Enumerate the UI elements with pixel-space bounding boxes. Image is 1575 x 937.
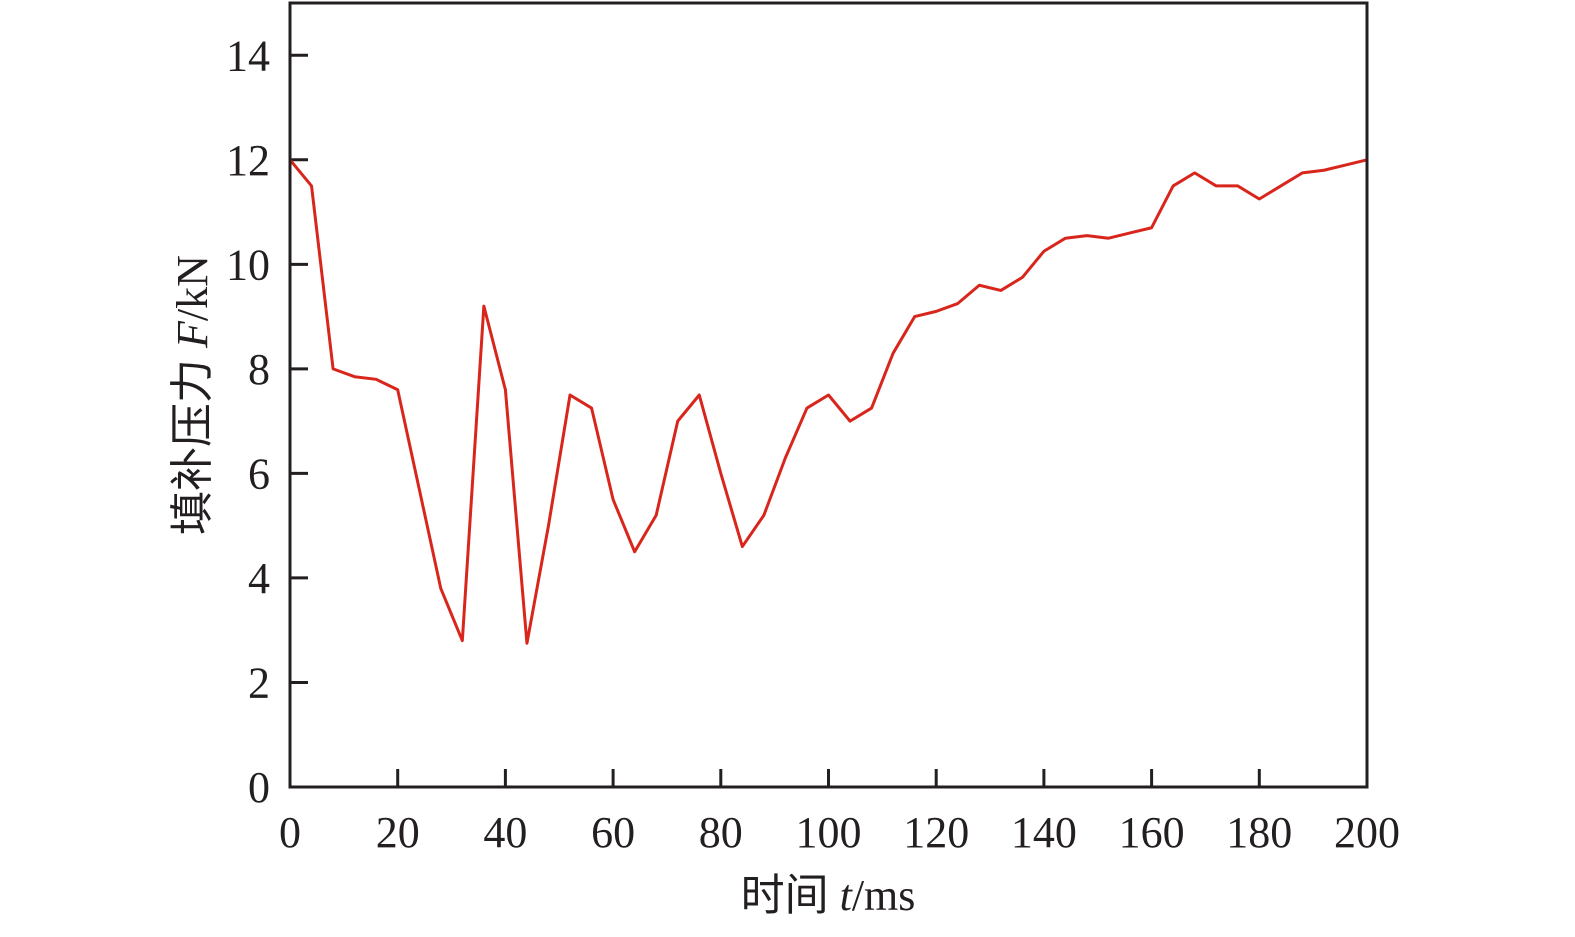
data-point (396, 388, 399, 391)
y-tick-label: 12 (226, 136, 270, 185)
data-point (1215, 184, 1218, 187)
data-point (612, 498, 615, 501)
data-point (1107, 237, 1110, 240)
data-point (590, 407, 593, 410)
y-tick-label: 14 (226, 31, 270, 80)
data-point (784, 456, 787, 459)
data-point (1172, 184, 1175, 187)
data-point (439, 587, 442, 590)
data-point (525, 642, 528, 645)
data-point (849, 420, 852, 423)
data-point (1150, 226, 1153, 229)
data-point (353, 375, 356, 378)
data-point (827, 394, 830, 396)
tick-labels: 0 20 40 60 80 100 120 140 160 180 200 0 2 4 6 8 10 12 14 (226, 31, 1400, 857)
data-point (870, 407, 873, 410)
data-point (375, 378, 378, 381)
data-point (418, 488, 421, 491)
data-point (935, 310, 938, 313)
x-tick-label: 180 (1226, 808, 1292, 857)
data-point (1085, 234, 1088, 237)
data-point (698, 394, 701, 396)
data-point (913, 315, 916, 318)
data-point (1322, 169, 1325, 172)
data-point (676, 420, 679, 423)
data-point (1258, 198, 1261, 200)
data-point (1279, 184, 1282, 187)
x-tick-label: 100 (796, 808, 862, 857)
data-point (1042, 250, 1045, 253)
x-axis-label-var: t (840, 871, 854, 920)
data-point (655, 514, 658, 517)
x-tick-label: 200 (1334, 808, 1400, 857)
y-axis-label-var: F (168, 320, 217, 349)
x-tick-label: 140 (1011, 808, 1077, 857)
data-point (762, 514, 765, 517)
data-point (978, 284, 981, 287)
data-point (332, 367, 335, 370)
x-tick-label: 0 (279, 808, 301, 857)
data-point (741, 545, 744, 548)
data-point (1236, 184, 1239, 187)
data-point (504, 388, 507, 391)
x-axis-label-prefix: 时间 (741, 871, 840, 920)
data-point (892, 352, 895, 355)
x-tick-label: 120 (903, 808, 969, 857)
y-axis-label-unit: /kN (168, 255, 217, 321)
x-axis-label-unit: /ms (852, 871, 916, 920)
series-layer (288, 158, 1368, 645)
data-point (633, 550, 636, 553)
data-point (482, 305, 485, 308)
data-point (1193, 171, 1196, 174)
data-point (1129, 231, 1132, 234)
data-point (1301, 171, 1304, 174)
y-tick-label: 6 (248, 449, 270, 498)
series-line (288, 158, 1368, 645)
data-point (999, 289, 1002, 292)
x-tick-label: 160 (1119, 808, 1185, 857)
y-tick-label: 4 (248, 554, 270, 603)
x-tick-label: 60 (591, 808, 635, 857)
data-point (805, 407, 808, 410)
data-point (719, 472, 722, 475)
data-point (461, 639, 464, 642)
x-tick-label: 80 (699, 808, 743, 857)
x-tick-label: 20 (376, 808, 420, 857)
y-tick-label: 8 (248, 345, 270, 394)
y-tick-label: 10 (226, 240, 270, 289)
data-point (547, 524, 550, 527)
data-point (310, 184, 313, 187)
plot-frame (288, 1, 1369, 789)
data-point (1064, 237, 1067, 240)
y-axis-label: 填补压力 F/kN (168, 255, 217, 535)
data-point (569, 394, 572, 396)
y-axis-label-prefix: 填补压力 (168, 348, 217, 535)
data-point (956, 302, 959, 305)
x-tick-label: 40 (483, 808, 527, 857)
data-point (1344, 164, 1347, 167)
x-axis-label: 时间 t/ms (741, 871, 916, 920)
ticks (288, 53, 1369, 789)
data-point (1021, 276, 1024, 279)
y-tick-label: 2 (248, 658, 270, 707)
y-tick-label: 0 (248, 763, 270, 812)
